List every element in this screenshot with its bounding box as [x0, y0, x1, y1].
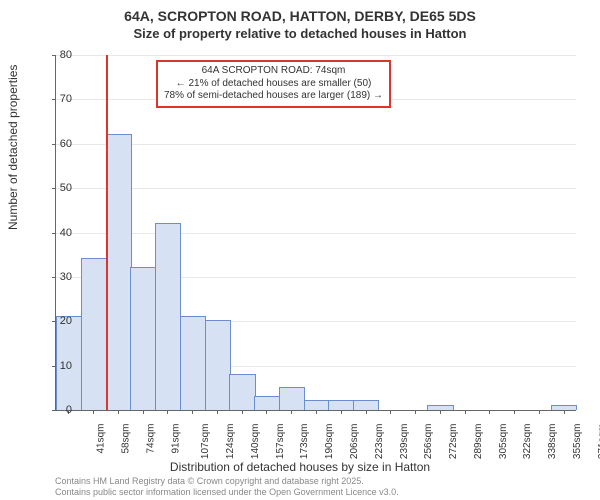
xtick-mark — [93, 410, 94, 414]
xtick-mark — [465, 410, 466, 414]
xtick-label: 322sqm — [522, 424, 533, 460]
xtick-label: 58sqm — [121, 424, 132, 454]
xtick-label: 355sqm — [572, 424, 583, 460]
xtick-label: 239sqm — [399, 424, 410, 460]
ytick-label: 20 — [32, 315, 72, 327]
attribution-line1: Contains HM Land Registry data © Crown c… — [55, 476, 399, 487]
gridline — [56, 144, 576, 145]
xtick-label: 223sqm — [374, 424, 385, 460]
histogram-bar — [180, 316, 206, 410]
histogram-bar — [205, 320, 231, 410]
xtick-label: 338sqm — [547, 424, 558, 460]
xtick-mark — [167, 410, 168, 414]
gridline — [56, 233, 576, 234]
xtick-mark — [242, 410, 243, 414]
xtick-label: 305sqm — [498, 424, 509, 460]
xtick-mark — [217, 410, 218, 414]
ytick-label: 50 — [32, 182, 72, 194]
xtick-mark — [118, 410, 119, 414]
ytick-label: 80 — [32, 49, 72, 61]
annotation-box: 64A SCROPTON ROAD: 74sqm← 21% of detache… — [156, 60, 391, 108]
chart-container: 64A, SCROPTON ROAD, HATTON, DERBY, DE65 … — [0, 0, 600, 500]
attribution-line2: Contains public sector information licen… — [55, 487, 399, 498]
xtick-label: 173sqm — [300, 424, 311, 460]
xtick-label: 289sqm — [473, 424, 484, 460]
histogram-bar — [279, 387, 305, 410]
xtick-mark — [390, 410, 391, 414]
gridline — [56, 188, 576, 189]
xtick-label: 157sqm — [275, 424, 286, 460]
histogram-bar — [304, 400, 330, 410]
plot-area: 64A SCROPTON ROAD: 74sqm← 21% of detache… — [55, 55, 576, 411]
ytick-label: 0 — [32, 404, 72, 416]
annotation-line2: ← 21% of detached houses are smaller (50… — [164, 78, 383, 91]
xtick-mark — [266, 410, 267, 414]
histogram-bar — [328, 400, 354, 410]
xtick-label: 140sqm — [250, 424, 261, 460]
xtick-mark — [366, 410, 367, 414]
histogram-bar — [106, 134, 132, 410]
xtick-mark — [415, 410, 416, 414]
xtick-mark — [341, 410, 342, 414]
x-axis-label: Distribution of detached houses by size … — [0, 460, 600, 474]
xtick-label: 206sqm — [349, 424, 360, 460]
xtick-mark — [316, 410, 317, 414]
xtick-mark — [143, 410, 144, 414]
xtick-label: 124sqm — [225, 424, 236, 460]
xtick-label: 190sqm — [324, 424, 335, 460]
xtick-mark — [539, 410, 540, 414]
histogram-bar — [155, 223, 181, 410]
histogram-bar — [130, 267, 156, 410]
xtick-label: 74sqm — [145, 424, 156, 454]
ytick-label: 70 — [32, 93, 72, 105]
ytick-label: 60 — [32, 138, 72, 150]
xtick-label: 256sqm — [423, 424, 434, 460]
xtick-label: 272sqm — [448, 424, 459, 460]
xtick-mark — [440, 410, 441, 414]
histogram-bar — [229, 374, 255, 411]
title-line2: Size of property relative to detached ho… — [0, 26, 600, 41]
xtick-label: 107sqm — [201, 424, 212, 460]
xtick-mark — [564, 410, 565, 414]
xtick-label: 91sqm — [170, 424, 181, 454]
xtick-label: 41sqm — [96, 424, 107, 454]
xtick-mark — [192, 410, 193, 414]
histogram-bar — [254, 396, 280, 410]
gridline — [56, 55, 576, 56]
xtick-mark — [514, 410, 515, 414]
annotation-line1: 64A SCROPTON ROAD: 74sqm — [164, 65, 383, 78]
attribution: Contains HM Land Registry data © Crown c… — [55, 476, 399, 498]
ytick-label: 40 — [32, 227, 72, 239]
histogram-bar — [81, 258, 107, 410]
ytick-label: 10 — [32, 360, 72, 372]
xtick-mark — [291, 410, 292, 414]
title-line1: 64A, SCROPTON ROAD, HATTON, DERBY, DE65 … — [0, 8, 600, 24]
ytick-label: 30 — [32, 271, 72, 283]
y-axis-label: Number of detached properties — [6, 65, 20, 230]
title-block: 64A, SCROPTON ROAD, HATTON, DERBY, DE65 … — [0, 0, 600, 41]
histogram-bar — [353, 400, 379, 410]
xtick-mark — [489, 410, 490, 414]
marker-line — [106, 55, 108, 410]
annotation-line3: 78% of semi-detached houses are larger (… — [164, 90, 383, 103]
